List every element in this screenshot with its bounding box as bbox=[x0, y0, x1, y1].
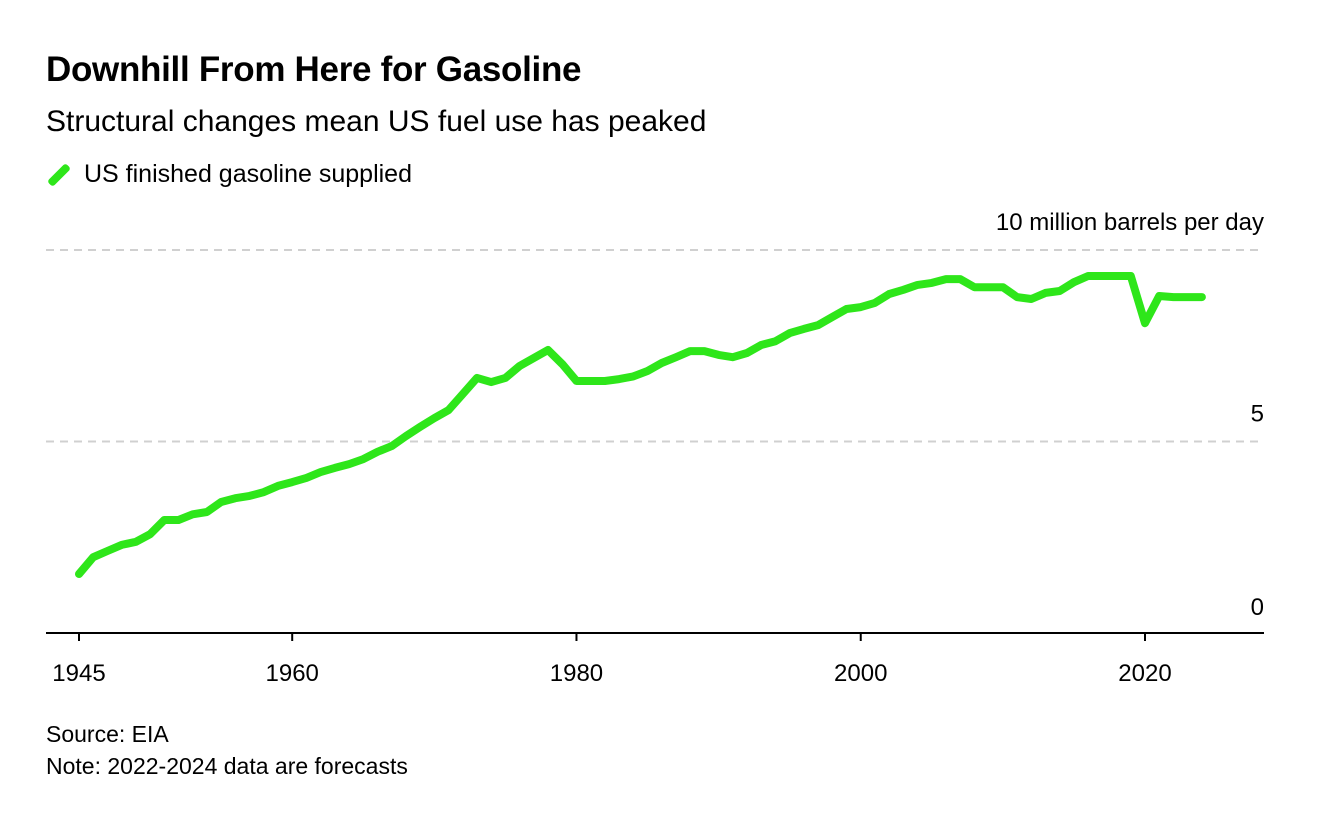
x-tick-label: 2000 bbox=[834, 660, 887, 687]
x-tick-label: 1945 bbox=[52, 660, 105, 687]
legend: US finished gasoline supplied bbox=[46, 160, 412, 189]
x-tick-label: 2020 bbox=[1118, 660, 1171, 687]
y-tick-label: 10 million barrels per day bbox=[996, 209, 1264, 236]
note-text: Note: 2022-2024 data are forecasts bbox=[46, 753, 408, 779]
y-tick-label: 0 bbox=[1251, 594, 1264, 621]
x-tick-label: 1980 bbox=[550, 660, 603, 687]
series-line bbox=[75, 272, 1206, 578]
source-text: Source: EIA bbox=[46, 721, 169, 747]
notes: Source: EIA Note: 2022-2024 data are for… bbox=[46, 718, 408, 782]
y-tick-label: 5 bbox=[1251, 401, 1264, 428]
x-tick-label: 1960 bbox=[266, 660, 319, 687]
legend-label: US finished gasoline supplied bbox=[84, 160, 412, 188]
chart-title: Downhill From Here for Gasoline bbox=[46, 50, 582, 89]
chart-subtitle: Structural changes mean US fuel use has … bbox=[46, 105, 707, 138]
